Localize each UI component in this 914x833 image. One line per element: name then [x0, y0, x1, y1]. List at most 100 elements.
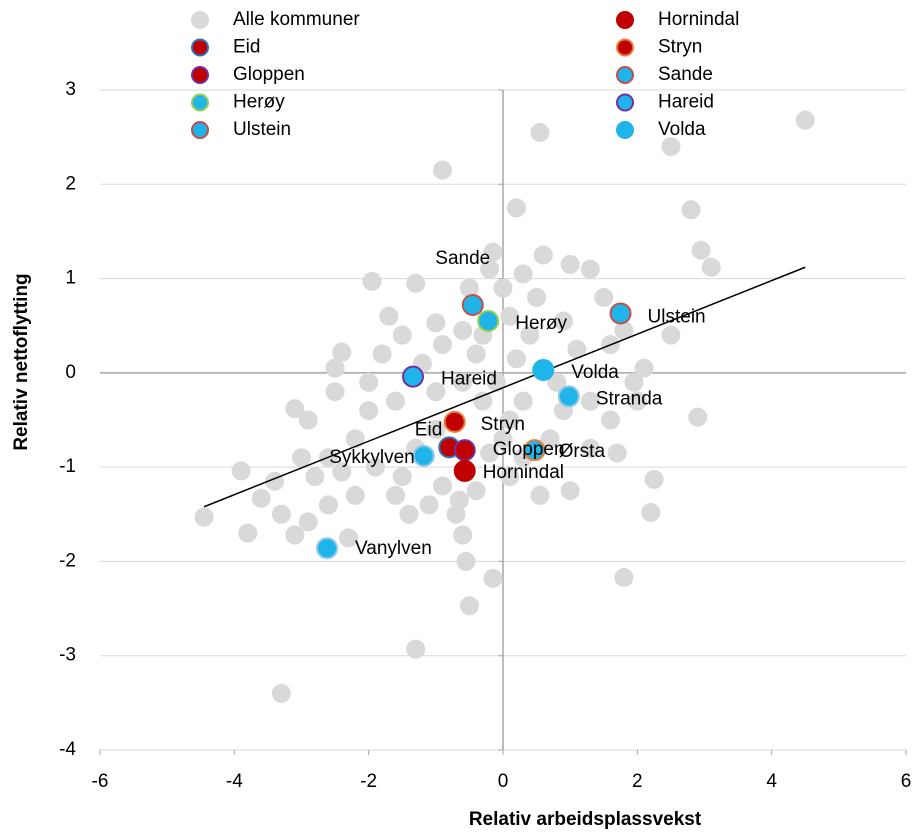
point: [493, 429, 513, 449]
point: [480, 443, 500, 463]
x-tick-label: -6: [92, 771, 109, 792]
point: [456, 551, 476, 571]
y-tick-label: 0: [65, 362, 76, 383]
point: [641, 502, 661, 522]
point-label: Stryn: [481, 414, 525, 435]
highlight-point: [412, 444, 435, 467]
y-axis-title: Relativ nettoflytting: [11, 273, 32, 450]
point: [560, 481, 580, 501]
point: [513, 391, 533, 411]
point: [271, 504, 291, 524]
point: [661, 137, 681, 157]
point: [553, 311, 573, 331]
legend-marker: [616, 93, 634, 112]
point: [453, 320, 473, 340]
point: [466, 481, 486, 501]
point: [493, 278, 513, 298]
y-tick-label: 3: [65, 79, 76, 100]
y-tick-label: 1: [65, 268, 76, 289]
point: [426, 313, 446, 333]
point-label: Stranda: [596, 388, 663, 409]
legend-label: Hareid: [658, 92, 714, 113]
highlight-point: [453, 439, 476, 462]
point: [426, 382, 446, 402]
point: [332, 342, 352, 362]
legend-label: Gloppen: [233, 64, 305, 85]
point: [379, 306, 399, 326]
point: [500, 410, 520, 430]
point: [292, 448, 311, 468]
legend-marker: [616, 38, 634, 57]
legend-label: Sande: [658, 64, 713, 85]
highlight-point: [443, 410, 466, 433]
point-label: Hareid: [441, 369, 497, 390]
point-label: Sande: [435, 248, 490, 269]
point: [332, 462, 352, 482]
x-tick-label: 4: [766, 771, 777, 792]
point-label: Gloppen: [493, 439, 565, 460]
point: [362, 271, 382, 291]
point: [466, 344, 486, 364]
point: [359, 401, 379, 421]
point: [325, 358, 345, 378]
point-label: Eid: [415, 419, 442, 440]
point: [339, 528, 359, 548]
point: [540, 429, 560, 449]
point: [480, 259, 500, 279]
y-tick-label: -2: [59, 550, 76, 571]
point: [459, 596, 479, 616]
x-tick-label: 6: [901, 771, 912, 792]
highlight-point: [477, 310, 500, 332]
legend-label: Volda: [658, 119, 706, 140]
legend-label: Herøy: [233, 92, 285, 113]
point: [580, 391, 600, 411]
legend-marker: [191, 66, 209, 84]
y-tick-label: 2: [65, 173, 76, 194]
legend-marker: [191, 38, 209, 57]
point: [500, 467, 520, 487]
point-label: Volda: [571, 362, 619, 383]
point: [520, 325, 540, 345]
point: [627, 391, 647, 411]
point: [661, 325, 681, 345]
point: [238, 523, 258, 543]
point: [419, 495, 439, 515]
legend-label: Ulstein: [233, 119, 291, 140]
point-label: Sykkylven: [329, 447, 415, 468]
point: [580, 438, 600, 458]
point: [406, 273, 426, 293]
point: [194, 507, 214, 527]
point: [285, 399, 305, 419]
point: [594, 287, 614, 307]
point: [681, 200, 701, 220]
trendline: [203, 266, 806, 508]
point: [426, 419, 446, 439]
point: [392, 467, 412, 487]
point: [345, 485, 365, 505]
highlight-point: [316, 537, 339, 560]
point: [530, 485, 550, 505]
legend-label: Eid: [233, 37, 260, 58]
point: [506, 349, 526, 369]
legend-label: Alle kommuner: [233, 9, 360, 30]
highlight-point: [523, 439, 546, 462]
y-tick-label: -4: [59, 739, 76, 760]
point: [691, 240, 711, 260]
point: [271, 683, 291, 703]
point: [392, 325, 412, 345]
legend-marker: [191, 93, 209, 112]
point: [701, 257, 721, 277]
point: [688, 407, 708, 427]
x-axis-title: Relativ arbeidsplassvekst: [469, 809, 702, 830]
point: [372, 344, 392, 364]
point: [406, 639, 426, 659]
point: [459, 278, 479, 298]
point: [624, 372, 644, 392]
point: [345, 429, 365, 449]
highlight-point: [401, 365, 424, 388]
highlight-point: [557, 385, 580, 408]
x-tick-label: -4: [226, 771, 243, 792]
point: [251, 488, 271, 508]
point: [644, 469, 664, 489]
point: [386, 485, 406, 505]
